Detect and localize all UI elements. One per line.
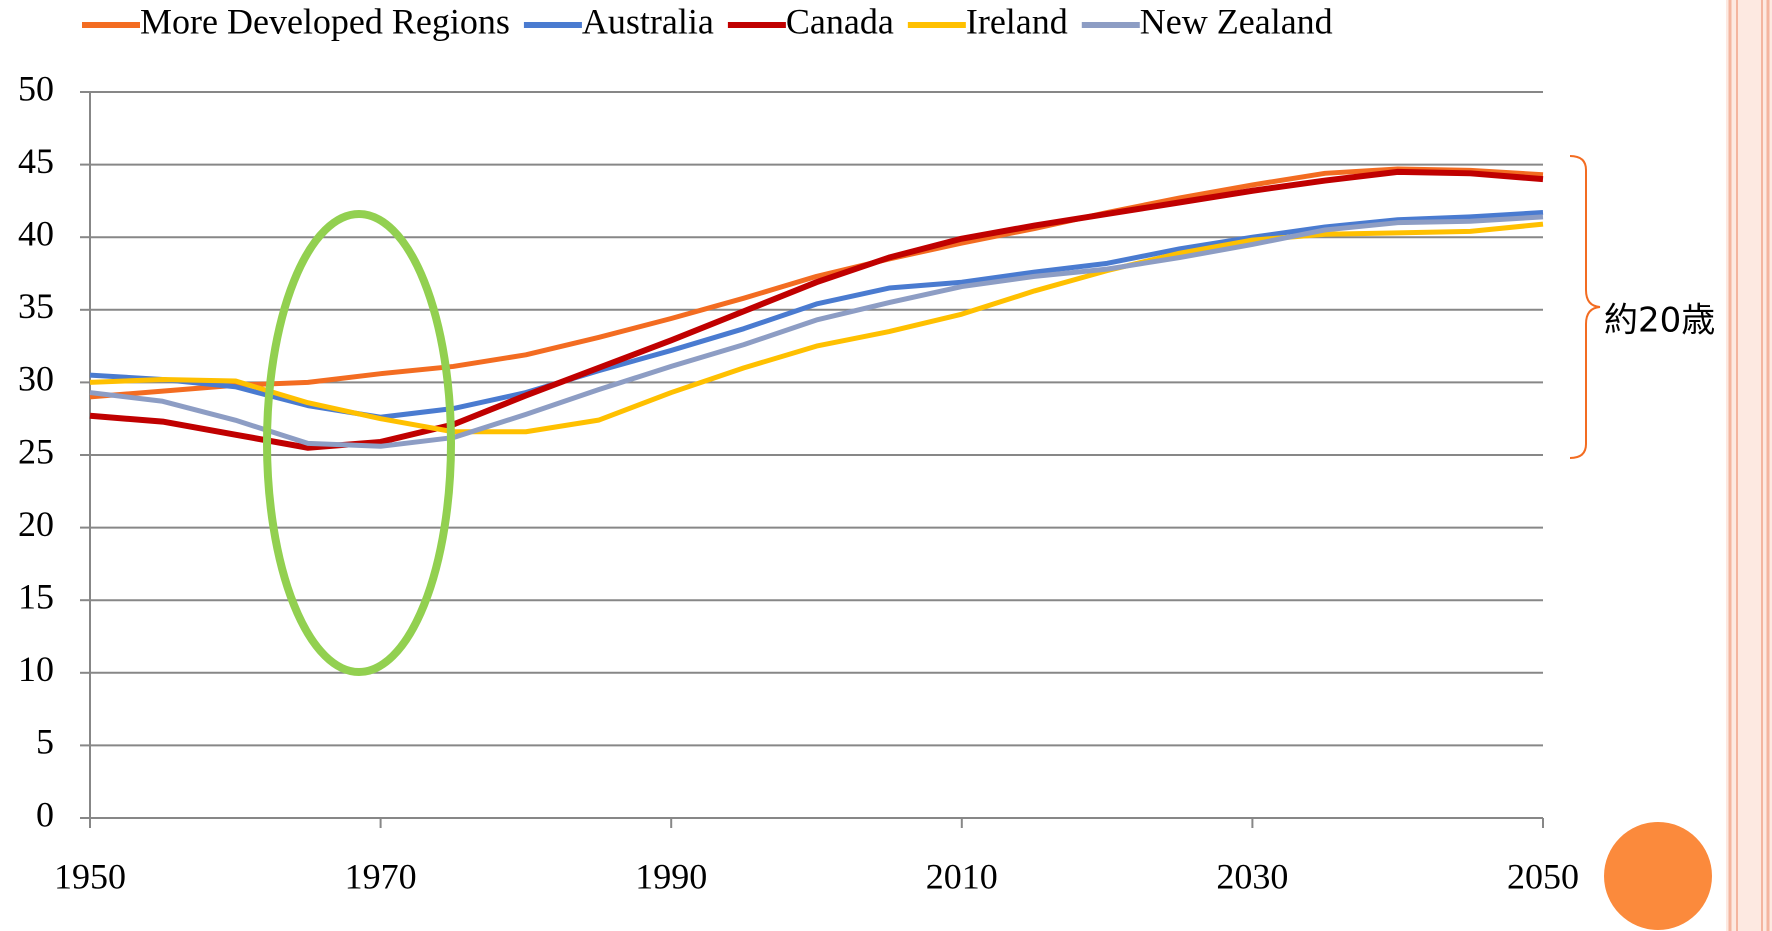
legend-label: Canada <box>786 1 894 41</box>
y-tick-label: 20 <box>18 504 54 544</box>
y-tick-label: 35 <box>18 286 54 326</box>
series-line <box>89 214 1544 449</box>
y-tick-label: 25 <box>18 431 54 471</box>
y-tick-label: 10 <box>18 649 54 689</box>
legend-label: New Zealand <box>1140 1 1333 41</box>
x-tick-label: 2050 <box>1507 856 1579 896</box>
legend-label: More Developed Regions <box>140 1 510 41</box>
x-tick-label: 1950 <box>54 856 126 896</box>
bracket <box>1569 155 1601 459</box>
x-tick-label: 2030 <box>1216 856 1288 896</box>
y-tick-label: 30 <box>18 359 54 399</box>
x-tick-label: 1970 <box>345 856 417 896</box>
border-band <box>1726 0 1772 931</box>
annotation: 約20歳 <box>1604 301 1715 341</box>
y-tick-label: 45 <box>18 141 54 181</box>
side-border <box>1726 0 1772 931</box>
y-tick-label: 5 <box>36 722 54 762</box>
x-tick-label: 1990 <box>635 856 707 896</box>
y-tick-label: 0 <box>36 794 54 834</box>
series-line <box>89 210 1544 420</box>
y-tick-label: 40 <box>18 213 54 253</box>
x-tick-label: 2010 <box>926 856 998 896</box>
decor-circle <box>1604 822 1712 930</box>
series-line <box>89 166 1544 400</box>
highlight-ellipse <box>263 210 455 676</box>
plot: 0 5 10 15 20 25 30 35 40 45 50 1950 1970 1990 2010 2030… <box>18 68 1579 896</box>
y-tick-label: 50 <box>18 68 54 108</box>
legend-label: Ireland <box>966 1 1068 41</box>
y-tick-label: 15 <box>18 576 54 616</box>
legend-label: Australia <box>582 1 714 41</box>
